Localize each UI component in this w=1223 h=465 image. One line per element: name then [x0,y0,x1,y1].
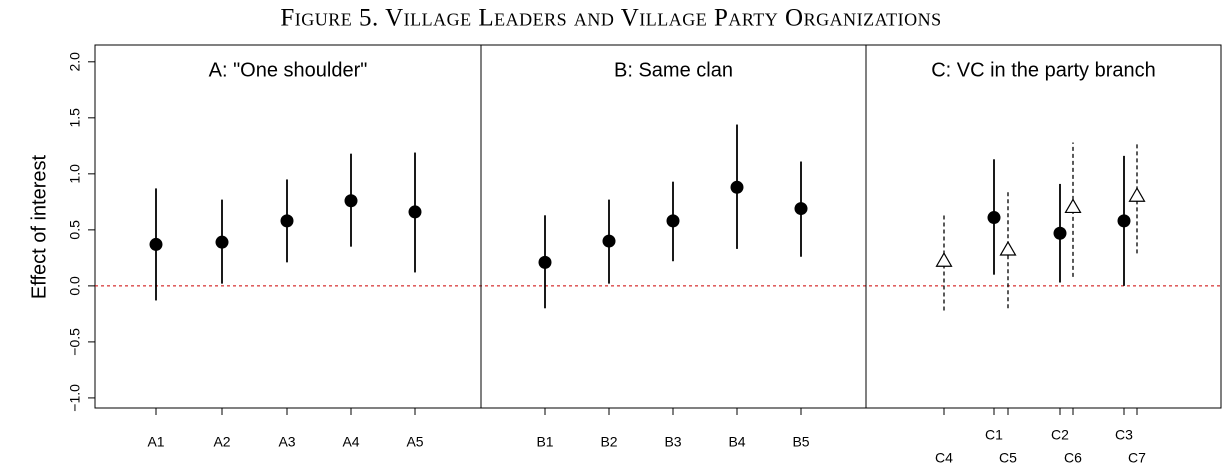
y-tick-label: −1.0 [67,384,83,412]
point-marker [1053,226,1067,240]
y-tick-label: −0.5 [67,328,83,356]
point-marker [1064,198,1082,214]
y-tick-label: 1.0 [67,164,83,184]
point-marker [149,237,163,251]
point-marker [215,235,229,249]
point-marker [999,240,1017,256]
x-tick-label: C6 [1064,450,1082,465]
x-tick-label: A4 [342,434,359,450]
x-tick-label: A1 [147,434,164,450]
x-tick-label: A3 [278,434,295,450]
y-tick-label: 0.0 [67,276,83,296]
point-marker [408,205,422,219]
x-tick-label: B3 [664,434,681,450]
panel-title: C: VC in the party branch [931,59,1156,81]
x-tick-label: B4 [728,434,745,450]
x-tick-label: C2 [1051,427,1069,443]
point-marker [1128,187,1146,202]
point-marker [280,214,294,228]
point-marker [794,202,808,216]
x-tick-label: C5 [999,450,1017,465]
x-tick-label: C4 [935,450,953,465]
x-tick-label: B1 [536,434,553,450]
panel-title: B: Same clan [614,59,733,81]
point-marker [987,211,1001,225]
point-marker [602,234,616,248]
x-tick-label: A5 [406,434,423,450]
x-tick-label: A2 [213,434,230,450]
point-marker [666,214,680,228]
point-marker [538,255,552,269]
y-tick-label: 0.5 [67,220,83,240]
x-tick-label: B2 [600,434,617,450]
point-marker [1117,214,1131,228]
x-tick-label: C3 [1115,427,1133,443]
y-axis-label: Effect of interest [28,154,50,299]
point-marker [935,252,953,267]
y-tick-label: 1.5 [67,108,83,128]
plot-frame [94,44,1222,409]
x-tick-label: C7 [1128,450,1146,465]
panel-title: A: "One shoulder" [209,59,368,81]
point-marker [730,180,744,194]
point-marker [344,194,358,208]
x-tick-label: B5 [792,434,809,450]
y-tick-label: 2.0 [67,52,83,72]
x-tick-label: C1 [985,427,1003,443]
chart-title: Figure 5. Village Leaders and Village Pa… [280,5,941,32]
